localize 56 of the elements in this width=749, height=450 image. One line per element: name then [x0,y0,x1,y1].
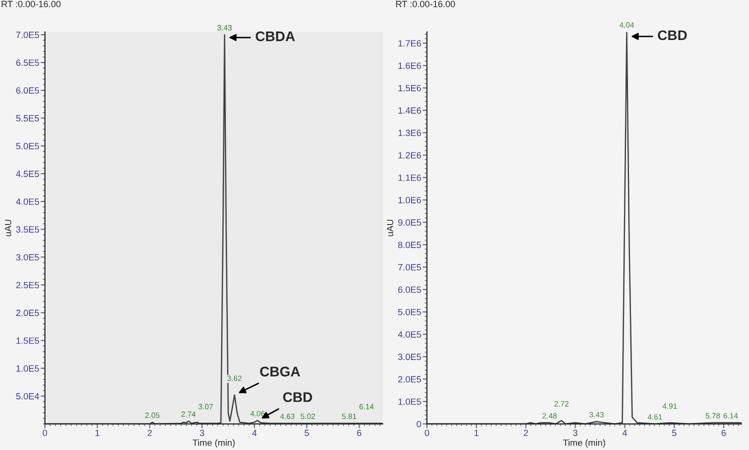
y-axis-title: uAU [386,220,394,236]
y-tick-label: 5.0E5 [16,142,40,150]
annotation: CBDA [256,31,295,42]
y-tick-label: 1.1E6 [398,174,421,181]
y-axis-title: uAU [4,220,12,236]
y-tick-label: 2.0E5 [16,310,40,316]
chart-title: RT :0.00-16.00 [396,0,456,8]
y-tick-label: 1.3E6 [398,130,421,136]
y-tick-label: 6.0E5 [398,286,421,293]
y-tick-label: 9.0E5 [398,219,421,226]
y-tick-label: 2.5E5 [16,282,40,288]
y-tick-label: 4.5E5 [16,170,40,178]
y-tick-label: 4.0E5 [16,198,40,205]
x-axis-title: Time (min) [192,439,235,448]
x-tick-label: 6 [357,430,362,436]
y-tick-label: 0 [416,420,422,428]
x-tick-label: 3 [200,430,204,436]
y-tick-label: 3.0E5 [16,254,40,260]
y-tick-label: 5.0E4 [16,393,40,400]
y-tick-label: 1.4E6 [398,107,421,114]
x-tick-label: 5 [672,430,676,436]
y-tick-label: 3.5E5 [16,226,40,233]
y-tick-label: 3.0E5 [398,354,421,360]
y-tick-label: 8.0E5 [398,242,421,248]
y-tick-label: 7.0E5 [398,264,421,270]
y-tick-label: 1.0E5 [16,365,40,372]
y-tick-label: 5.0E5 [398,308,421,316]
y-tick-label: 1.6E6 [398,62,421,69]
y-tick-label: 1.0E5 [398,398,421,405]
annotation: CBGA [260,366,300,376]
x-tick-label: 4 [622,430,628,436]
x-tick-label: 4 [252,430,257,436]
x-tick-label: 1 [95,430,100,436]
x-tick-label: 5 [304,430,309,436]
y-tick-label: 1.7E6 [398,40,421,47]
y-tick-label: 5.5E5 [16,115,40,122]
x-tick-label: 2 [148,430,152,436]
annotation: CBD [283,392,312,402]
x-tick-label: 3 [573,430,578,436]
y-tick-label: 4.0E5 [398,331,421,338]
x-tick-label: 2 [524,430,528,436]
y-tick-label: 1.5E6 [398,84,421,92]
annotation: CBD [658,30,687,40]
x-tick-label: 1 [474,430,478,436]
x-tick-label: 0 [42,430,48,436]
x-tick-label: 6 [722,430,726,436]
y-tick-label: 6.0E5 [16,87,40,94]
x-tick-label: 0 [424,430,430,436]
y-tick-label: 7.0E5 [16,32,40,38]
x-axis-title: Time (min) [563,439,606,448]
y-tick-label: 1.0E6 [398,196,421,204]
y-tick-label: 6.5E5 [16,59,40,66]
y-tick-label: 2.0E5 [398,376,421,382]
y-tick-label: 1.2E6 [398,152,421,158]
chart-title: RT :0.00-16.00 [2,0,61,8]
y-tick-label: 1.5E5 [16,338,40,344]
